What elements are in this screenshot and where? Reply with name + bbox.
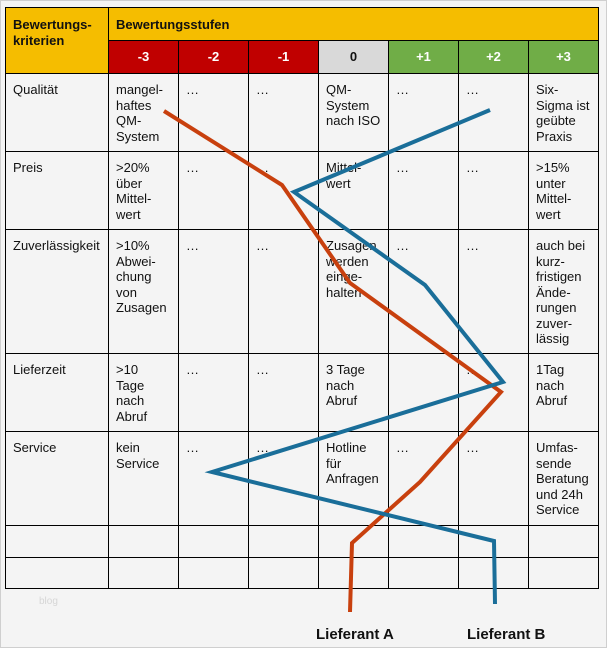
- level-minus-2: -2: [178, 40, 249, 74]
- rating-cell: …: [458, 73, 529, 152]
- table-row: Service kein Service…… Hotline für Anfrage…: [5, 431, 599, 526]
- watermark: blog: [39, 596, 58, 607]
- rating-cell: …: [388, 229, 459, 354]
- rating-cell: kein Service: [108, 431, 179, 526]
- rating-cell: mangel- haftes QM- System: [108, 73, 179, 152]
- rating-cell: …: [388, 151, 459, 230]
- supplier-b-line: [204, 108, 507, 605]
- rating-cell: >10% Abwei- chung von Zusagen: [108, 229, 179, 354]
- rating-cell: auch bei kurz- fristigen Ände- rungen zu…: [528, 229, 599, 354]
- criterion-cell: Lieferzeit: [5, 353, 109, 432]
- level-plus-2: +2: [458, 40, 529, 74]
- criterion-cell: Qualität: [5, 73, 109, 152]
- rating-cell: [178, 557, 249, 589]
- table-row: Zuverlässigkeit >10% Abwei- chung von Zus…: [5, 229, 599, 354]
- level-minus-1: -1: [248, 40, 319, 74]
- level-plus-3: +3: [528, 40, 599, 74]
- table-row: [5, 557, 599, 589]
- criterion-cell: [5, 557, 109, 589]
- rating-cell: Six- Sigma ist geübte Praxis: [528, 73, 599, 152]
- supplier-a-line: [162, 109, 504, 613]
- levels-header: Bewertungsstufen: [108, 7, 599, 41]
- rating-cell: QM- System nach ISO: [318, 73, 389, 152]
- rating-cell: [528, 557, 599, 589]
- rating-cell: [108, 557, 179, 589]
- rating-cell: >15% unter Mittel- wert: [528, 151, 599, 230]
- rating-cell: 1Tag nach Abruf: [528, 353, 599, 432]
- supplier-a-label: Lieferant A: [316, 626, 394, 643]
- rating-cell: [248, 557, 319, 589]
- rating-cell: >20% über Mittel- wert: [108, 151, 179, 230]
- criterion-cell: Preis: [5, 151, 109, 230]
- criterion-cell: Zuverlässigkeit: [5, 229, 109, 354]
- level-zero: 0: [318, 40, 389, 74]
- rating-cell: [178, 525, 249, 558]
- rating-cell: …: [458, 431, 529, 526]
- evaluation-table: Bewertungs- kriterien Bewertungsstufen -…: [5, 7, 599, 589]
- level-plus-1: +1: [388, 40, 459, 74]
- rating-cell: Hotline für Anfragen: [318, 431, 389, 526]
- rating-cell: …: [178, 353, 249, 432]
- rating-cell: [318, 557, 389, 589]
- rating-cell: Umfas- sende Beratung und 24h Service: [528, 431, 599, 526]
- rating-cell: [248, 525, 319, 558]
- rating-cell: …: [248, 73, 319, 152]
- criterion-cell: Service: [5, 431, 109, 526]
- rating-cell: …: [248, 229, 319, 354]
- table-row: Lieferzeit >10 Tage nach Abruf…… 3 Tage na…: [5, 353, 599, 432]
- supplier-b-label: Lieferant B: [467, 626, 546, 643]
